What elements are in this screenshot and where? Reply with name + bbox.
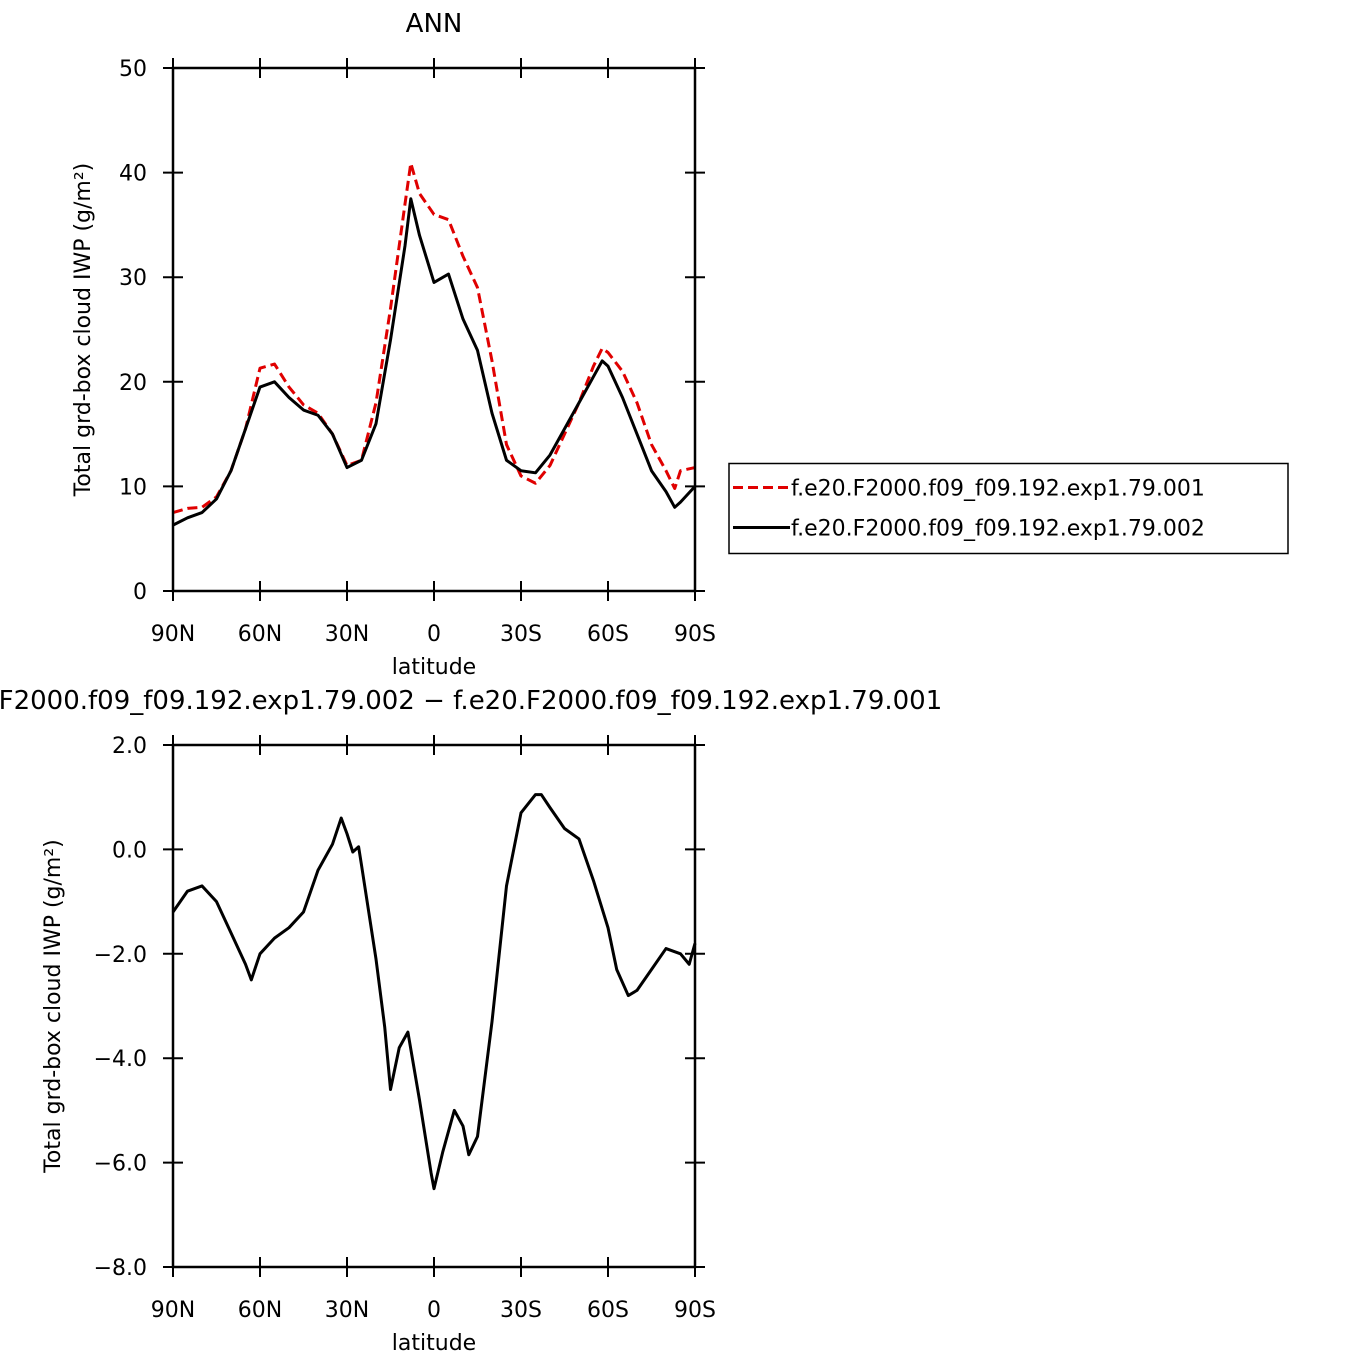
y-tick-label: −8.0 (94, 1256, 147, 1281)
y-tick-label: 50 (119, 57, 147, 82)
plot-frame (171, 66, 697, 593)
legend-label: f.e20.F2000.f09_f09.192.exp1.79.001 (791, 477, 1205, 502)
y-tick-label: −4.0 (94, 1047, 147, 1072)
chart-title: f.e20.F2000.f09_f09.192.exp1.79.002 − f.… (0, 686, 942, 716)
x-axis-label: latitude (392, 1331, 476, 1356)
y-tick-label: 10 (119, 475, 147, 500)
y-tick-label: −2.0 (94, 943, 147, 968)
x-tick-label: 90S (674, 1298, 716, 1323)
x-tick-label: 90N (151, 1298, 195, 1323)
y-axis-label: Total grd-box cloud IWP (g/m²) (41, 839, 66, 1174)
x-tick-label: 60N (238, 1298, 282, 1323)
y-tick-label: 2.0 (112, 734, 147, 759)
x-axis-label: latitude (392, 655, 476, 680)
plot-frame (171, 743, 697, 1269)
x-tick-label: 90N (151, 622, 195, 647)
y-tick-label: 40 (119, 162, 147, 187)
x-tick-label: 30N (325, 1298, 369, 1323)
y-tick-label: 20 (119, 371, 147, 396)
y-tick-label: 0 (133, 580, 147, 605)
x-tick-label: 30S (500, 1298, 542, 1323)
x-tick-label: 90S (674, 622, 716, 647)
y-tick-label: 0.0 (112, 838, 147, 863)
data-line (172, 197, 697, 527)
x-tick-label: 30N (325, 622, 369, 647)
y-axis-label: Total grd-box cloud IWP (g/m²) (71, 163, 96, 498)
y-tick-label: 30 (119, 266, 147, 291)
legend-label: f.e20.F2000.f09_f09.192.exp1.79.002 (791, 517, 1205, 542)
x-tick-label: 60S (587, 622, 629, 647)
x-tick-label: 30S (500, 622, 542, 647)
x-tick-label: 60N (238, 622, 282, 647)
x-tick-label: 0 (427, 1298, 441, 1323)
chart-title: ANN (406, 9, 463, 39)
x-tick-label: 60S (587, 1298, 629, 1323)
legend-box (728, 462, 1289, 555)
y-tick-label: −6.0 (94, 1152, 147, 1177)
data-line (172, 161, 696, 514)
data-line (171, 793, 697, 1191)
x-tick-label: 0 (427, 622, 441, 647)
